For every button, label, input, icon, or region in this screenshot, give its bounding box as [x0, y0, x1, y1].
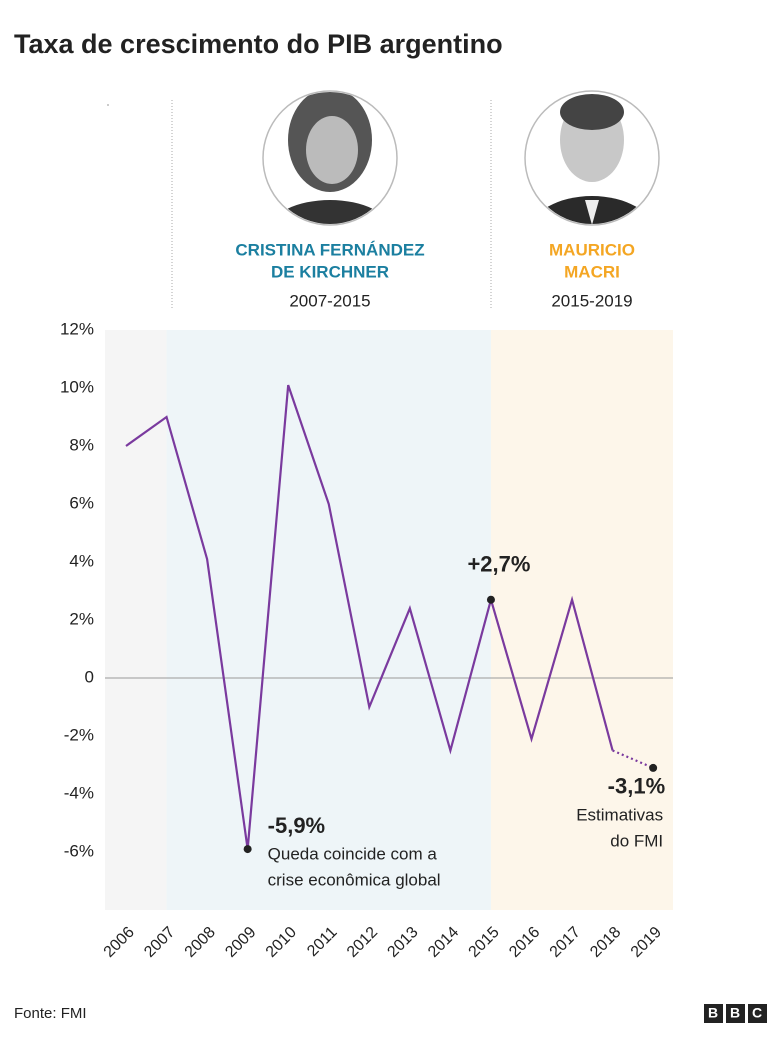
x-tick-label: 2015: [466, 924, 503, 961]
y-tick-label: 12%: [60, 319, 94, 338]
source: Fonte: FMI: [14, 1005, 87, 1022]
y-tick-label: -4%: [64, 783, 94, 802]
portrait: [262, 90, 398, 226]
x-tick-label: 2006: [101, 924, 138, 961]
value-label: +2,7%: [467, 552, 530, 577]
y-tick-label: 6%: [69, 493, 94, 512]
y-tick-label: 2%: [69, 609, 94, 628]
data-line: [125, 384, 614, 850]
period-name: MACRI: [564, 262, 620, 281]
y-tick-label: -2%: [64, 725, 94, 744]
annotation: Queda coincide com a: [268, 845, 438, 864]
backgrounds: [105, 330, 673, 910]
y-tick-label: 4%: [69, 551, 94, 570]
period-shade: [490, 330, 673, 910]
x-tick-label: 2008: [182, 924, 219, 961]
period-name: MAURICIO: [549, 240, 635, 259]
x-tick-label: 2012: [344, 924, 381, 961]
x-tick-label: 2009: [222, 924, 259, 961]
period-shade: [166, 330, 491, 910]
data-point: [486, 595, 495, 604]
period-name: DE KIRCHNER: [271, 262, 389, 281]
x-tick-label: 2007: [141, 924, 178, 961]
x-tick-label: 2014: [425, 924, 462, 961]
x-tick-label: 2017: [547, 924, 584, 961]
logo-letter: B: [730, 1005, 740, 1021]
y-tick-label: 10%: [60, 377, 94, 396]
period-years: 2015-2019: [551, 291, 632, 310]
x-tick-label: 2016: [506, 924, 543, 961]
period-shade: [105, 330, 167, 910]
data-point: [649, 763, 658, 772]
chart-title: Taxa de crescimento do PIB argentino: [14, 29, 503, 59]
annotation: do FMI: [610, 831, 663, 850]
logo-letter: C: [752, 1005, 762, 1021]
x-tick-label: 2011: [304, 924, 340, 960]
portrait: [524, 90, 660, 226]
x-tick-label: 2010: [263, 924, 300, 961]
logo-letter: B: [708, 1005, 718, 1021]
period-name: CRISTINA FERNÁNDEZ: [235, 240, 424, 259]
data-point: [243, 845, 252, 854]
y-tick-label: 0: [85, 667, 94, 686]
x-tick-label: 2013: [384, 924, 421, 961]
y-tick-label: -6%: [64, 841, 94, 860]
value-label: -3,1%: [608, 774, 665, 799]
x-tick-label: 2018: [587, 924, 624, 961]
x-tick-label: 2019: [628, 924, 665, 961]
y-tick-label: 8%: [69, 435, 94, 454]
period-years: 2007-2015: [289, 291, 370, 310]
annotation: crise econômica global: [268, 871, 441, 890]
value-label: -5,9%: [268, 813, 325, 838]
data-line: [612, 749, 654, 769]
annotation: Estimativas: [576, 805, 663, 824]
